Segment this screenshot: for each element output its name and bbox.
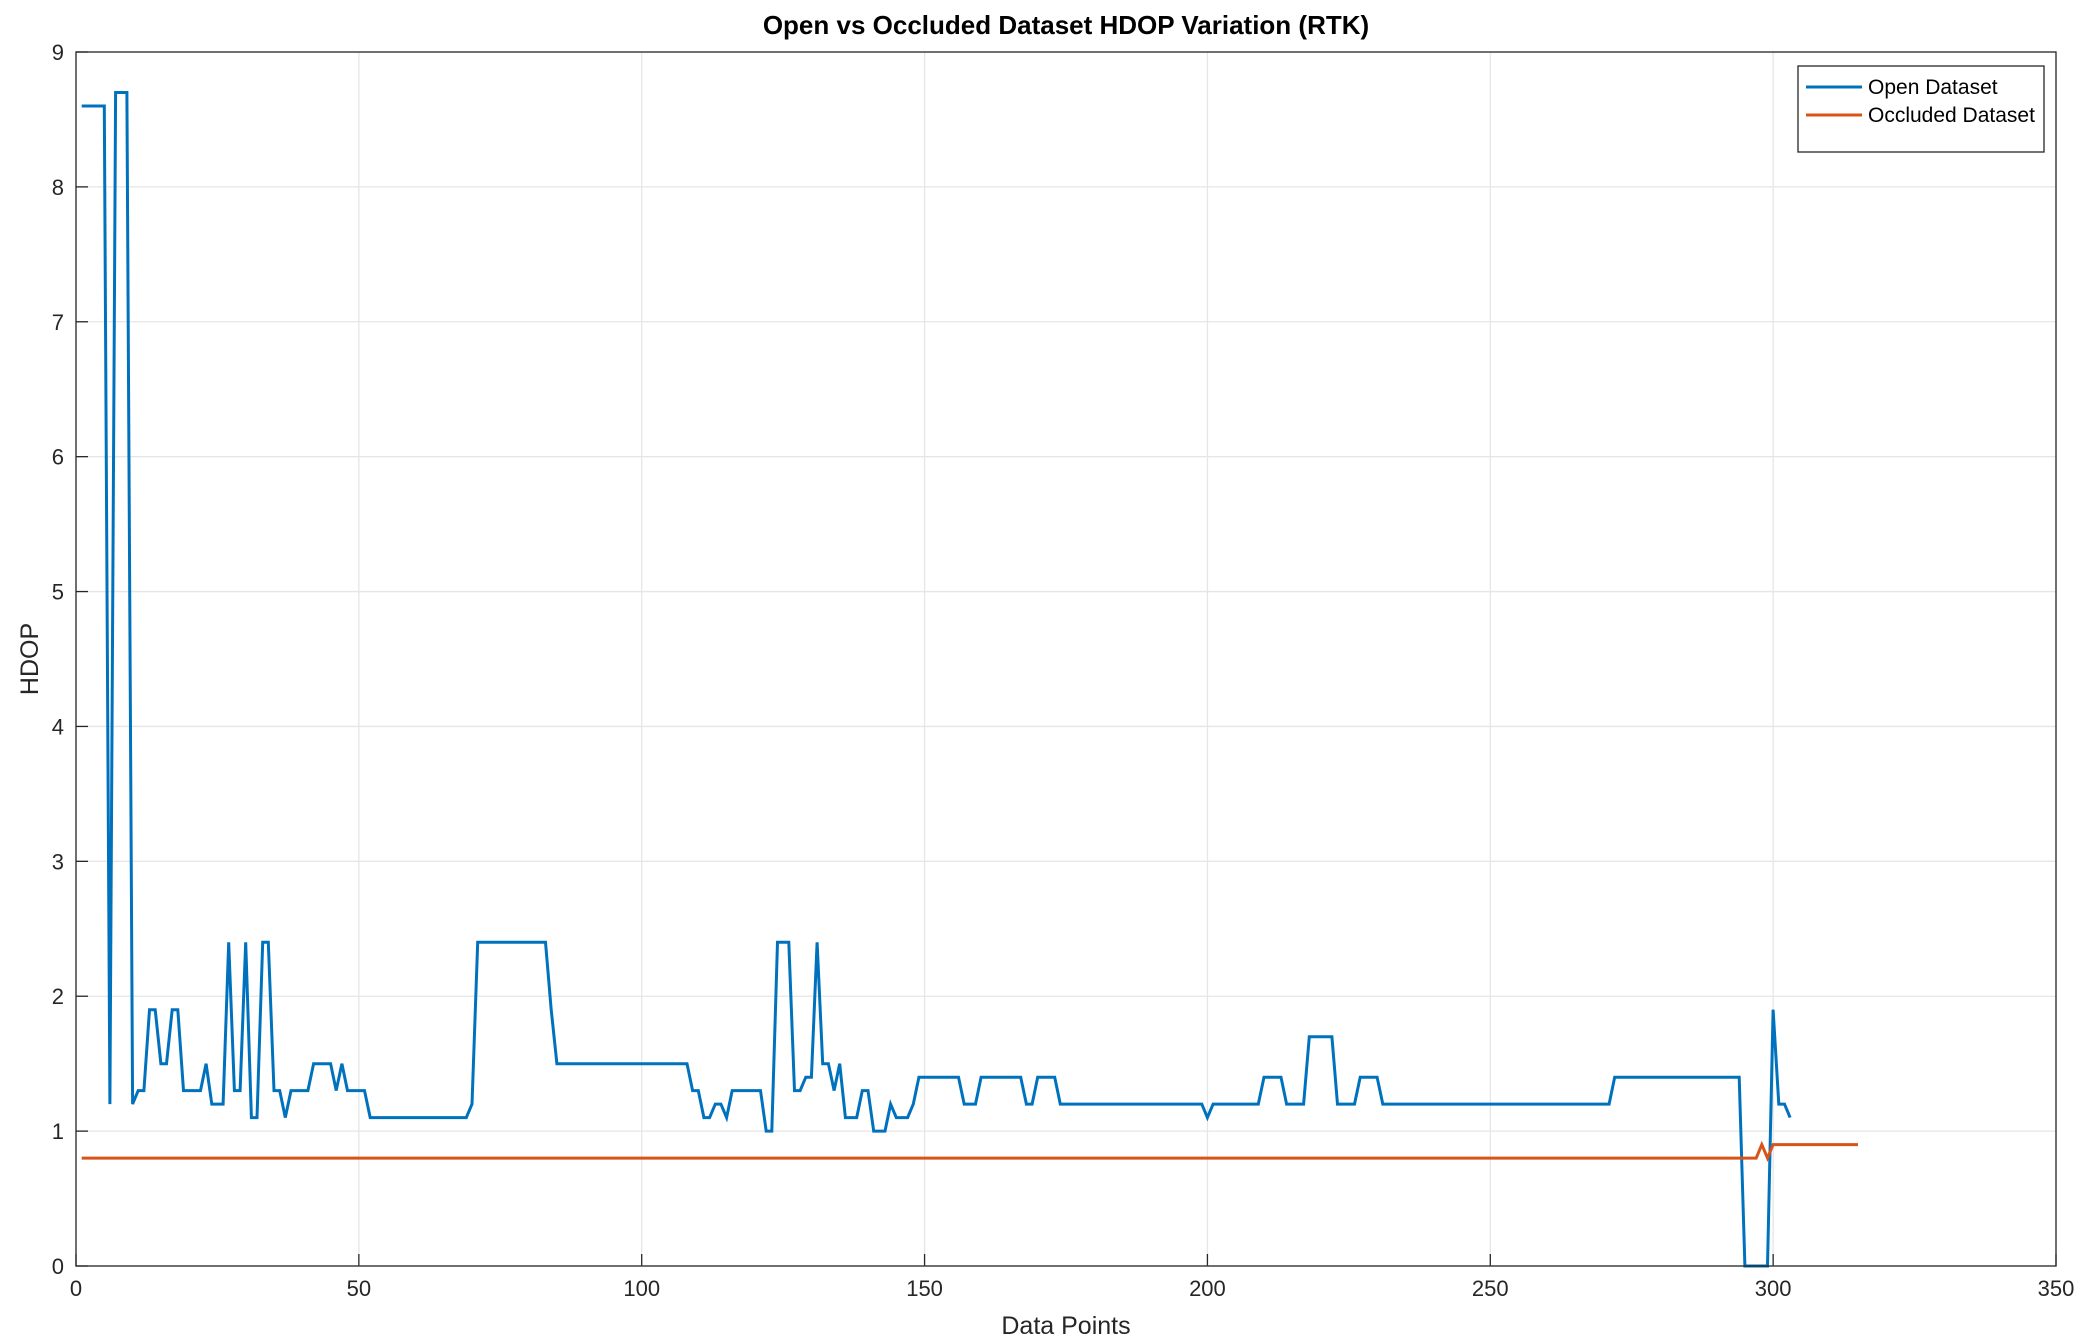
x-tick-label: 300 xyxy=(1755,1276,1792,1301)
y-tick-label: 7 xyxy=(52,310,64,335)
y-tick-label: 5 xyxy=(52,580,64,605)
x-tick-label: 250 xyxy=(1472,1276,1509,1301)
x-tick-label: 150 xyxy=(906,1276,943,1301)
x-tick-label: 100 xyxy=(623,1276,660,1301)
y-axis-label: HDOP xyxy=(16,623,44,695)
y-tick-label: 2 xyxy=(52,984,64,1009)
y-tick-label: 4 xyxy=(52,714,64,739)
chart-title: Open vs Occluded Dataset HDOP Variation … xyxy=(763,10,1369,40)
data-line xyxy=(81,1140,1858,1162)
y-tick-label: 6 xyxy=(52,445,64,470)
x-tick-label: 50 xyxy=(347,1276,371,1301)
legend-label: Occluded Dataset xyxy=(1868,104,2035,127)
x-axis-label: Data Points xyxy=(1001,1312,1130,1340)
legend-label: Open Dataset xyxy=(1868,76,1998,99)
y-tick-label: 9 xyxy=(52,40,64,65)
x-tick-label: 0 xyxy=(70,1276,82,1301)
y-tick-label: 3 xyxy=(52,849,64,874)
x-tick-label: 350 xyxy=(2038,1276,2075,1301)
y-tick-label: 0 xyxy=(52,1254,64,1279)
legend-box xyxy=(1797,65,2045,153)
plot-lines xyxy=(81,91,1858,1268)
data-line xyxy=(81,91,1792,1268)
axes-box xyxy=(75,51,2057,1267)
x-tick-label: 200 xyxy=(1189,1276,1226,1301)
y-tick-label: 8 xyxy=(52,175,64,200)
y-tick-label: 1 xyxy=(52,1119,64,1144)
legend: Open Dataset Occluded Dataset xyxy=(1797,65,2045,153)
